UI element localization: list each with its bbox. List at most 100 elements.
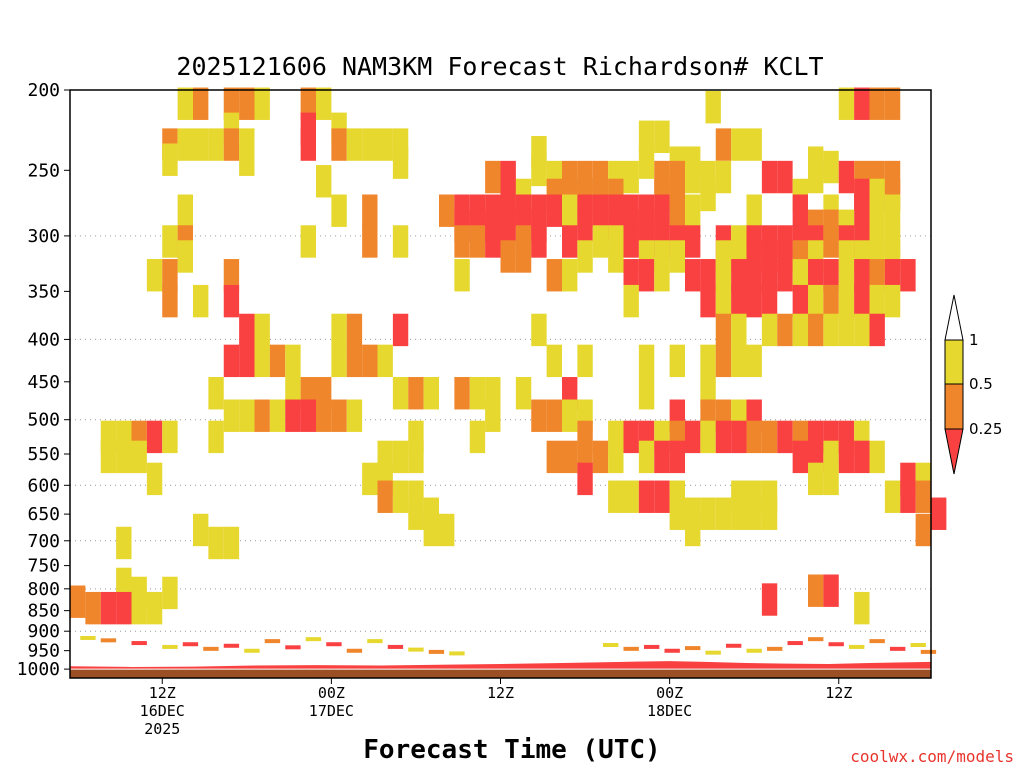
heatmap-cell (869, 284, 885, 318)
y-tick-label: 1000 (17, 659, 60, 680)
heatmap-cell (177, 240, 193, 273)
heatmap-cell (377, 480, 393, 513)
heatmap-cell (920, 649, 937, 654)
heatmap-cell (603, 643, 619, 648)
heatmap-cell (377, 344, 393, 378)
heatmap-cell (162, 420, 178, 454)
y-tick-label: 950 (27, 641, 60, 662)
heatmap-cell (408, 440, 424, 474)
heatmap-cell (838, 87, 855, 120)
heatmap-cell (900, 259, 916, 292)
x-tick-label: 00Z (318, 684, 345, 702)
heatmap-cell (761, 313, 778, 347)
heatmap-cell (910, 643, 926, 648)
heatmap-cell (515, 377, 532, 410)
heatmap-cell (331, 194, 347, 227)
heatmap-cell (808, 160, 824, 194)
heatmap-cell (377, 128, 393, 161)
heatmap-cell (326, 642, 342, 647)
heatmap-cell (623, 284, 639, 318)
heatmap-cell (623, 160, 639, 194)
heatmap-cell (562, 440, 578, 474)
heatmap-cell (608, 240, 624, 273)
heatmap-cell (146, 591, 163, 625)
heatmap-cell (223, 259, 240, 292)
heatmap-cell (285, 645, 301, 650)
heatmap-cell (100, 591, 117, 625)
heatmap-cell (116, 591, 132, 625)
heatmap-cell (669, 440, 685, 474)
heatmap-cell (239, 399, 255, 432)
heatmap-cell (731, 128, 747, 161)
heatmap-cell (761, 583, 778, 616)
heatmap-cell (915, 480, 931, 513)
heatmap-cell (423, 513, 439, 547)
heatmap-cell (577, 344, 593, 378)
heatmap-cell (100, 638, 117, 643)
heatmap-cell (869, 178, 885, 212)
heatmap-cell (884, 194, 901, 227)
heatmap-cell (387, 644, 404, 649)
x-tick-label: 12Z (825, 684, 852, 702)
heatmap-cell (85, 591, 101, 625)
heatmap-cell (423, 377, 439, 410)
heatmap-cell (577, 209, 593, 243)
colorbar-label: 0.5 (969, 375, 993, 393)
heatmap-cells (70, 87, 947, 625)
heatmap-cell (346, 399, 363, 432)
heatmap-cell (162, 143, 178, 176)
heatmap-cell (162, 225, 178, 258)
heatmap-cell (408, 647, 424, 652)
heatmap-cell (316, 165, 332, 198)
heatmap-cell (746, 284, 762, 318)
heatmap-cell (223, 643, 240, 648)
heatmap-cell (469, 377, 486, 410)
heatmap-cell (731, 313, 747, 347)
heatmap-cell (146, 462, 163, 496)
heatmap-cell (269, 399, 286, 432)
x-tick-label: 00Z (656, 684, 683, 702)
heatmap-cell (823, 284, 839, 318)
heatmap-cell (685, 194, 701, 227)
heatmap-cell (193, 513, 209, 547)
heatmap-cell (239, 87, 255, 120)
heatmap-cell (777, 160, 793, 194)
heatmap-cell (193, 87, 209, 120)
heatmap-cell (392, 313, 409, 347)
heatmap-cell (208, 128, 224, 161)
credit-link[interactable]: coolwx.com/models (850, 747, 1014, 766)
heatmap-cell (254, 87, 270, 120)
heatmap-cell (669, 240, 685, 273)
heatmap-cell (392, 146, 409, 179)
heatmap-cell (592, 225, 609, 258)
y-tick-label: 450 (27, 372, 60, 393)
chart-title: 2025121606 NAM3KM Forecast Richardson# K… (176, 52, 823, 81)
heatmap-cell (669, 497, 685, 530)
x-tick-label: 17DEC (309, 702, 354, 720)
colorbar-arrow-bottom (944, 428, 964, 475)
heatmap-cell (562, 259, 578, 292)
heatmap-cell (705, 90, 721, 124)
y-tick-label: 550 (27, 444, 60, 465)
heatmap-cell (546, 194, 562, 227)
heatmap-cell (823, 462, 839, 496)
colorbar: 1 0.5 0.25 (944, 294, 1002, 475)
heatmap-cell (182, 642, 199, 647)
heatmap-cell (731, 259, 747, 292)
y-tick-label: 200 (27, 80, 60, 101)
ground-fill (70, 669, 931, 678)
heatmap-cell (239, 344, 255, 378)
heatmap-cell (362, 128, 378, 161)
heatmap-cell (485, 399, 501, 432)
heatmap-cell (254, 313, 270, 347)
heatmap-cell (746, 648, 762, 653)
heatmap-cell (408, 497, 424, 530)
heatmap-cell (849, 644, 865, 649)
heatmap-cell (869, 639, 885, 644)
heatmap-cell (705, 650, 721, 655)
heatmap-cell (300, 87, 316, 120)
heatmap-cell (654, 440, 670, 474)
heatmap-cell (100, 440, 117, 474)
heatmap-cell (264, 639, 281, 644)
heatmap-cell (203, 646, 219, 651)
